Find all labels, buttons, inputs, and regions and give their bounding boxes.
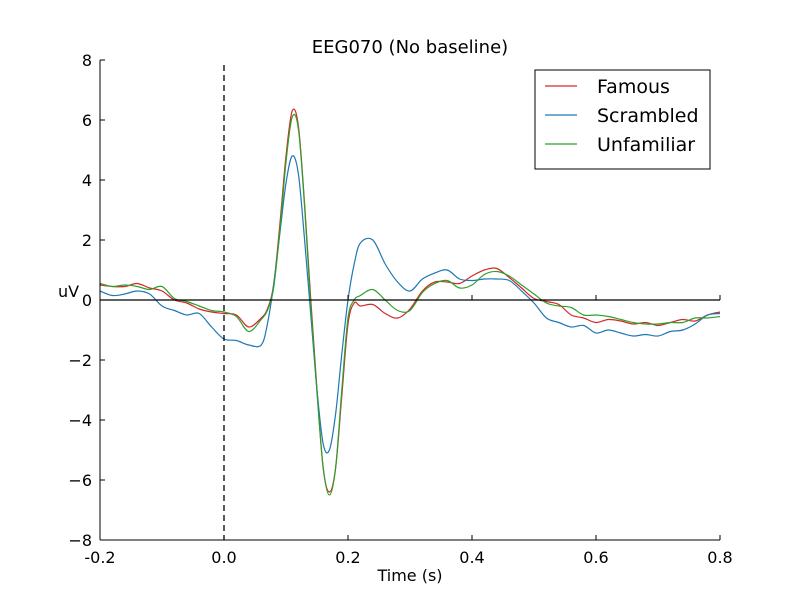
legend-label: Unfamiliar (597, 134, 695, 156)
y-tick-label: 4 (82, 171, 92, 190)
plot-area: -0.2 0.0 0.2 0.4 0.6 0.8 −8 −6 −4 −2 0 2 4 6 8 (68, 51, 732, 567)
y-tick-label: −8 (68, 531, 92, 550)
x-ticks: -0.2 0.0 0.2 0.4 0.6 0.8 (84, 295, 733, 567)
x-axis-label: Time (s) (376, 566, 442, 585)
y-ticks: −8 −6 −4 −2 0 2 4 6 8 (68, 51, 105, 550)
y-tick-label: −4 (68, 411, 92, 430)
x-tick-label: 0.0 (211, 548, 236, 567)
x-tick-label: 0.8 (707, 548, 732, 567)
y-tick-label: 2 (82, 231, 92, 250)
series-line-famous (99, 108, 721, 493)
series-line-scrambled (99, 155, 721, 454)
x-tick-label: 0.6 (583, 548, 608, 567)
y-tick-label: −6 (68, 471, 92, 490)
chart-title: EEG070 (No baseline) (312, 37, 508, 58)
legend-label: Scrambled (597, 105, 699, 127)
y-tick-label: 8 (82, 51, 92, 70)
series-line-unfamiliar (99, 113, 721, 496)
x-tick-label: 0.2 (335, 548, 360, 567)
y-tick-label: −2 (68, 351, 92, 370)
y-tick-label: 6 (82, 111, 92, 130)
legend-label: Famous (597, 76, 670, 98)
x-tick-label: 0.4 (459, 548, 484, 567)
series-layer (99, 108, 721, 496)
legend: Famous Scrambled Unfamiliar (534, 69, 711, 170)
x-tick-label: -0.2 (84, 548, 115, 567)
y-axis-label: uV (58, 282, 79, 301)
y-tick-label: 0 (82, 291, 92, 310)
